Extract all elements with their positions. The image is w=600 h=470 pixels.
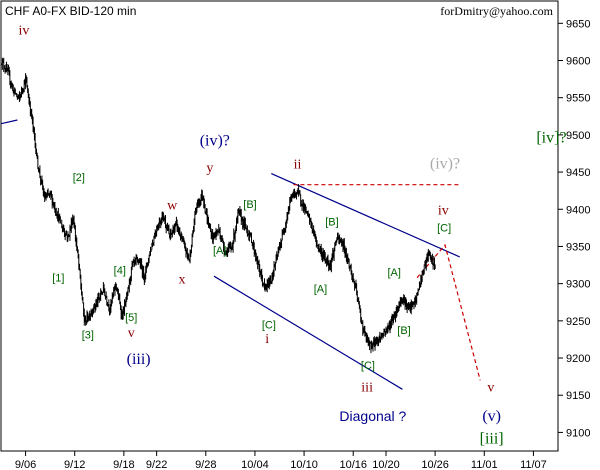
author-label: forDmitry@yahoo.com [440,4,553,18]
wave-label: [iv]? [536,129,566,146]
y-tick-label: 9150 [566,390,590,402]
y-tick-label: 9550 [566,93,590,105]
wave-label: [B] [325,217,338,229]
wave-label: iii [361,380,373,395]
y-tick-label: 9300 [566,279,590,291]
x-tick-label: 9/28 [195,459,216,470]
x-tick-label: 11/07 [520,459,547,470]
wave-label: x [179,273,186,288]
wave-label: iv [18,23,29,38]
y-tick-label: 9200 [566,353,590,365]
wave-label: (v) [482,408,501,425]
y-tick-label: 9650 [566,18,590,30]
wave-label: (iii) [127,351,151,368]
wave-label: [A] [314,284,327,296]
upper-channel-line [271,173,460,258]
wave-label: (iv)? [200,132,230,149]
wave-label: [5] [125,312,137,324]
wave-label: iv [438,203,449,218]
wave-label: [iii] [480,431,504,448]
y-tick-label: 9400 [566,204,590,216]
price-bars [0,56,436,354]
x-tick-label: 10/04 [241,459,269,470]
wave-label: [C] [262,319,276,331]
wave-label: [1] [52,272,64,284]
wave-label: [C] [361,360,375,372]
x-tick-label: 9/12 [64,459,85,470]
wave-label: v [487,380,494,395]
lower-channel-line [213,275,403,390]
wave-label: [B] [397,325,410,337]
y-tick-label: 9450 [566,167,590,179]
x-tick-label: 10/10 [290,459,318,470]
wave-label: Diagonal ? [339,408,406,424]
y-tick-label: 9500 [566,130,590,142]
wave-label: v [128,326,135,341]
wave-label: y [206,161,213,176]
x-tick-label: 10/20 [372,459,400,470]
y-tick-label: 9600 [566,56,590,68]
x-tick-label: 9/22 [146,459,167,470]
x-tick-label: 10/26 [421,459,449,470]
y-tick-label: 9250 [566,316,590,328]
x-axis: 9/06 9/12 9/18 9/22 9/28 10/04 10/10 10/16 10/20… [15,451,547,470]
y-axis: 9100 9150 9200 9250 9300 9350 9400 9450 9500 9550… [558,18,590,439]
x-tick-label: 10/16 [339,459,367,470]
x-tick-label: 11/01 [471,459,498,470]
wave-annotations: iv[2][1][3][4][5]v(iii)wx(iv)?y[B][A][C]… [18,23,566,447]
x-tick-label: 9/18 [113,459,134,470]
wave-label: w [167,198,178,213]
wave-label: [C] [437,223,451,235]
wave-label: [A] [213,245,226,257]
start-marker-line [0,119,18,125]
wave-label: ii [294,157,302,172]
wave-label: [3] [82,330,94,342]
y-tick-label: 9100 [566,427,590,439]
wave-label: i [265,332,269,347]
x-tick-label: 9/06 [15,459,36,470]
chart-title: CHF A0-FX BID-120 min [5,4,136,18]
wave-label: [A] [387,267,400,279]
wave-label: [2] [73,172,85,184]
wave-label: [4] [114,265,126,277]
wave-label: (iv)? [430,155,460,172]
wave-label: [B] [243,199,256,211]
plot-frame [0,0,559,452]
y-tick-label: 9350 [566,241,590,253]
